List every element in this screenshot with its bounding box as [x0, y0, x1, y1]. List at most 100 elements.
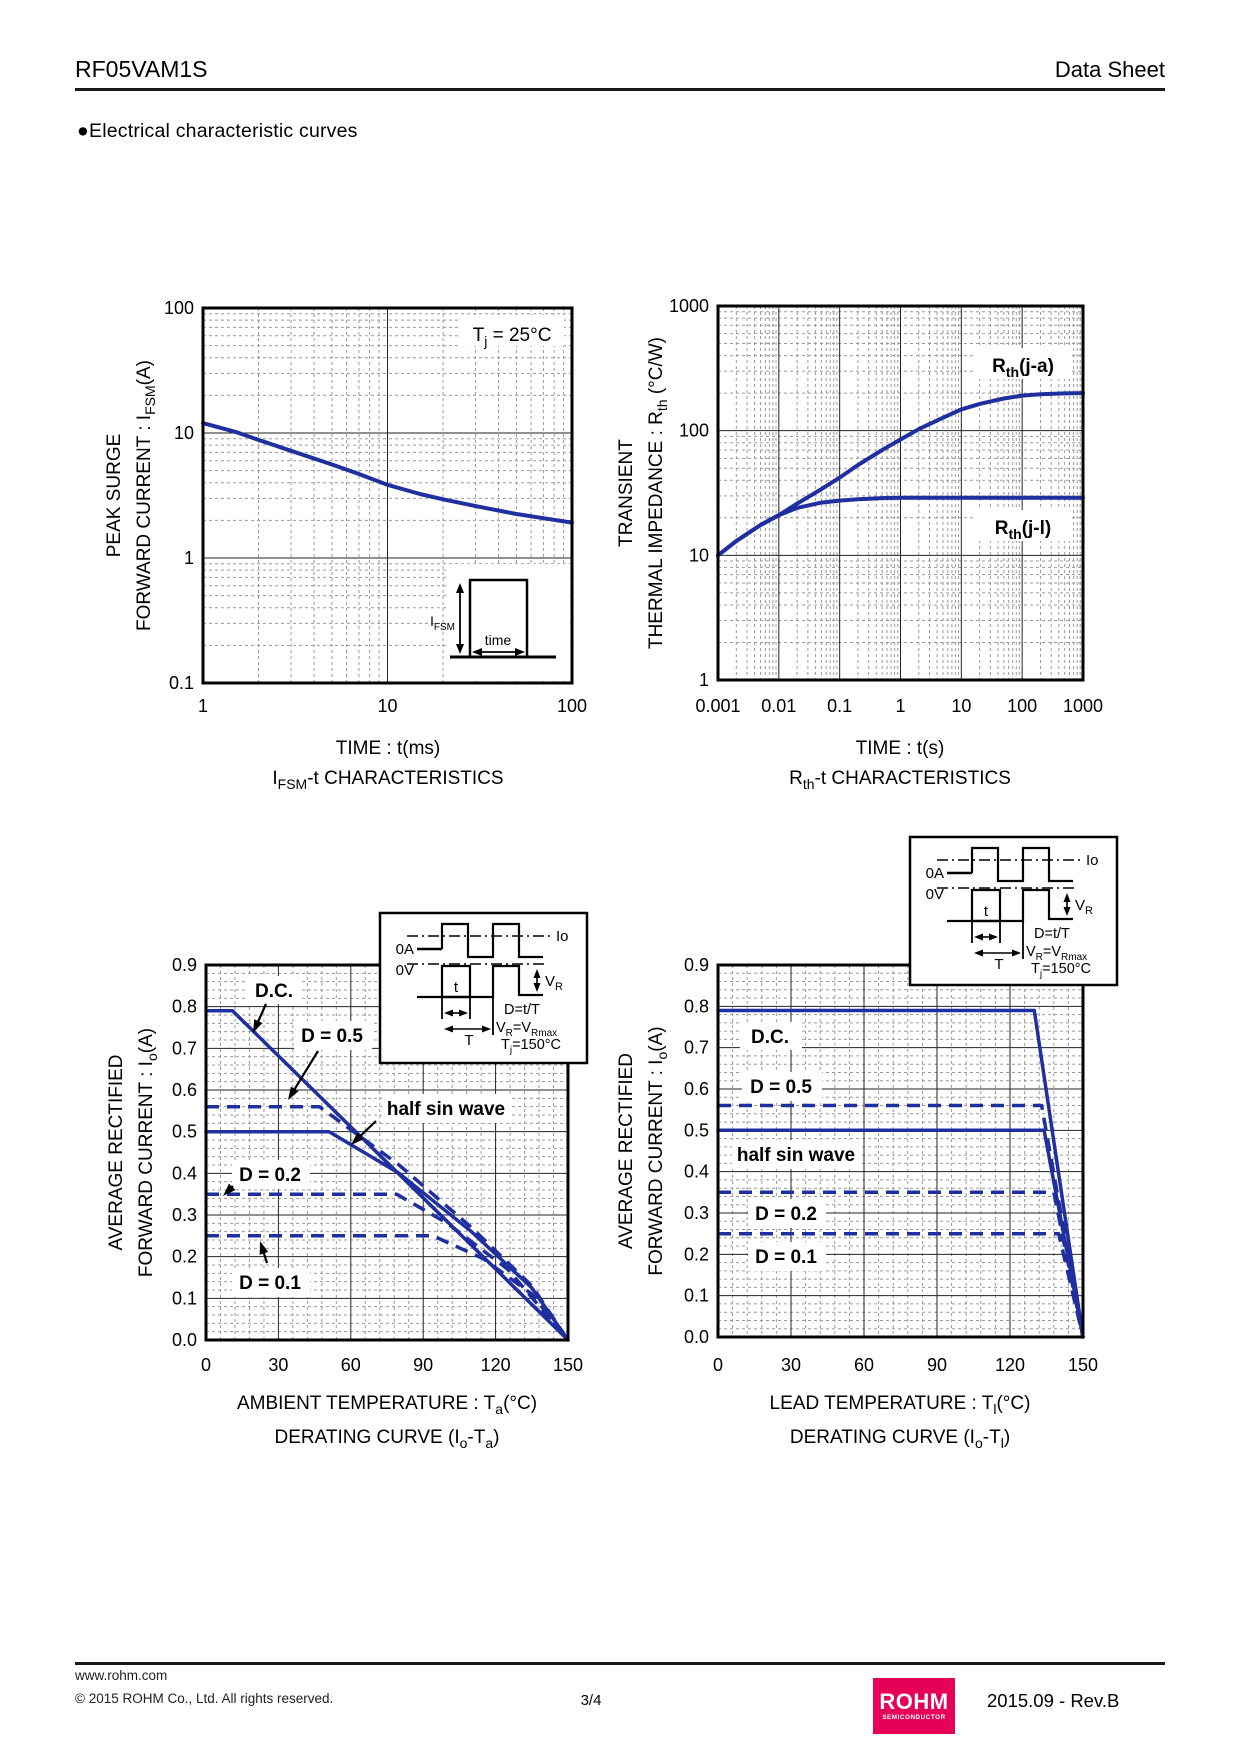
- curve-label: half sin wave: [351, 1094, 512, 1145]
- svg-text:AMBIENT TEMPERATURE : Ta(°C): AMBIENT TEMPERATURE : Ta(°C): [237, 1393, 537, 1417]
- svg-text:10: 10: [174, 423, 194, 443]
- svg-text:IFSM: IFSM: [430, 614, 455, 633]
- curve-label: D = 0.1: [748, 1242, 826, 1271]
- svg-text:D = 0.2: D = 0.2: [755, 1204, 817, 1225]
- svg-text:TIME : t(s): TIME : t(s): [856, 738, 945, 759]
- svg-text:0.5: 0.5: [172, 1122, 197, 1142]
- svg-text:1000: 1000: [1063, 696, 1103, 716]
- footer-website: www.rohm.com: [75, 1668, 168, 1683]
- svg-text:0.4: 0.4: [684, 1162, 709, 1182]
- rohm-logo-subtext: SEMICONDUCTOR: [882, 1713, 946, 1721]
- section-title: ●Electrical characteristic curves: [77, 120, 358, 143]
- series-ifsm: [201, 421, 574, 525]
- curve-label: D = 0.5: [288, 1021, 372, 1100]
- svg-text:D = 0.1: D = 0.1: [755, 1247, 817, 1268]
- svg-text:0V: 0V: [396, 962, 414, 979]
- svg-text:D.C.: D.C.: [751, 1027, 789, 1048]
- svg-text:Rth(j-l): Rth(j-l): [995, 518, 1052, 542]
- svg-text:DERATING CURVE (Io-Ta): DERATING CURVE (Io-Ta): [275, 1427, 500, 1451]
- svg-text:0.8: 0.8: [172, 997, 197, 1017]
- curve-label: D = 0.5: [742, 1072, 822, 1101]
- part-number: RF05VAM1S: [75, 56, 208, 82]
- svg-text:120: 120: [481, 1355, 511, 1375]
- svg-text:10: 10: [689, 545, 709, 565]
- svg-text:Tj=150°C: Tj=150°C: [1031, 961, 1091, 980]
- curve-label: D.C.: [740, 1022, 802, 1050]
- svg-text:0.4: 0.4: [172, 1163, 197, 1183]
- svg-text:TRANSIENT: TRANSIENT: [616, 439, 637, 547]
- svg-text:half sin wave: half sin wave: [387, 1099, 505, 1120]
- svg-text:D = 0.5: D = 0.5: [301, 1026, 363, 1047]
- svg-text:1: 1: [895, 696, 905, 716]
- chart-derating-tl: D.C. D = 0.5 half sin wave D = 0.2 D = 0.1 0 3…: [616, 955, 1098, 1451]
- svg-text:0.3: 0.3: [684, 1203, 709, 1223]
- svg-text:30: 30: [268, 1355, 288, 1375]
- svg-text:0V: 0V: [926, 886, 944, 903]
- svg-text:D=t/T: D=t/T: [504, 1002, 540, 1018]
- svg-text:1: 1: [699, 670, 709, 690]
- curve-label: half sin wave: [732, 1140, 862, 1169]
- svg-text:0.1: 0.1: [827, 696, 852, 716]
- svg-text:AVERAGE RECTIFIED: AVERAGE RECTIFIED: [106, 1054, 127, 1250]
- rohm-logo: ROHM SEMICONDUCTOR: [873, 1678, 955, 1734]
- svg-text:60: 60: [341, 1355, 361, 1375]
- svg-text:150: 150: [553, 1355, 583, 1375]
- svg-text:0.1: 0.1: [684, 1286, 709, 1306]
- svg-text:D.C.: D.C.: [255, 981, 293, 1002]
- svg-text:0.3: 0.3: [172, 1205, 197, 1225]
- svg-text:0.2: 0.2: [684, 1244, 709, 1264]
- section-title-text: Electrical characteristic curves: [88, 120, 358, 142]
- series-d-c-: [716, 1008, 1085, 1339]
- svg-text:0.8: 0.8: [684, 996, 709, 1016]
- svg-text:IFSM-t CHARACTERISTICS: IFSM-t CHARACTERISTICS: [272, 768, 503, 792]
- svg-text:30: 30: [781, 1355, 801, 1375]
- svg-text:D=t/T: D=t/T: [1034, 926, 1070, 942]
- header-rule: [75, 88, 1165, 91]
- svg-text:0.6: 0.6: [684, 1079, 709, 1099]
- svg-text:90: 90: [927, 1355, 947, 1375]
- svg-text:10: 10: [951, 696, 971, 716]
- series-d-0-1: [206, 1234, 570, 1342]
- svg-text:0.7: 0.7: [172, 1038, 197, 1058]
- series-d-0-5: [718, 1103, 1085, 1338]
- svg-text:D = 0.2: D = 0.2: [239, 1165, 301, 1186]
- svg-text:0.1: 0.1: [169, 673, 194, 693]
- svg-text:FORWARD CURRENT : Io(A): FORWARD CURRENT : Io(A): [136, 1028, 160, 1277]
- svg-text:T: T: [994, 956, 1003, 973]
- svg-text:t: t: [984, 903, 989, 920]
- svg-text:VR=VRmax: VR=VRmax: [496, 1020, 557, 1039]
- svg-text:FORWARD CURRENT : IFSM(A): FORWARD CURRENT : IFSM(A): [134, 360, 158, 631]
- svg-text:120: 120: [995, 1355, 1025, 1375]
- svg-text:Rth(j-a): Rth(j-a): [992, 356, 1054, 380]
- svg-text:VR: VR: [545, 973, 563, 993]
- svg-text:0.9: 0.9: [684, 955, 709, 975]
- svg-text:Rth-t CHARACTERISTICS: Rth-t CHARACTERISTICS: [789, 768, 1011, 792]
- curve-label: D.C.: [246, 976, 302, 1033]
- svg-text:Tj = 25°C: Tj = 25°C: [473, 325, 552, 349]
- curve-label: Rth(j-a): [976, 348, 1070, 380]
- svg-text:VR: VR: [1075, 897, 1093, 917]
- svg-text:0.001: 0.001: [695, 696, 740, 716]
- svg-text:THERMAL IMPEDANCE : Rth (°C/W): THERMAL IMPEDANCE : Rth (°C/W): [646, 337, 670, 649]
- svg-text:100: 100: [679, 421, 709, 441]
- inset-surge-pulse: IFSM time: [430, 564, 570, 681]
- svg-text:1000: 1000: [669, 296, 709, 316]
- series-rth-j-l-: [716, 495, 1085, 558]
- svg-text:150: 150: [1068, 1355, 1098, 1375]
- svg-text:Tj=150°C: Tj=150°C: [501, 1037, 561, 1056]
- svg-text:10: 10: [377, 696, 397, 716]
- svg-text:0: 0: [713, 1355, 723, 1375]
- curve-label: D = 0.2: [748, 1199, 826, 1228]
- svg-text:TIME : t(ms): TIME : t(ms): [336, 738, 440, 759]
- section-bullet: ●: [77, 120, 89, 142]
- svg-text:time: time: [485, 632, 512, 648]
- svg-text:100: 100: [164, 298, 194, 318]
- svg-text:AVERAGE RECTIFIED: AVERAGE RECTIFIED: [616, 1053, 637, 1249]
- footer-copyright: © 2015 ROHM Co., Ltd. All rights reserve…: [75, 1691, 334, 1706]
